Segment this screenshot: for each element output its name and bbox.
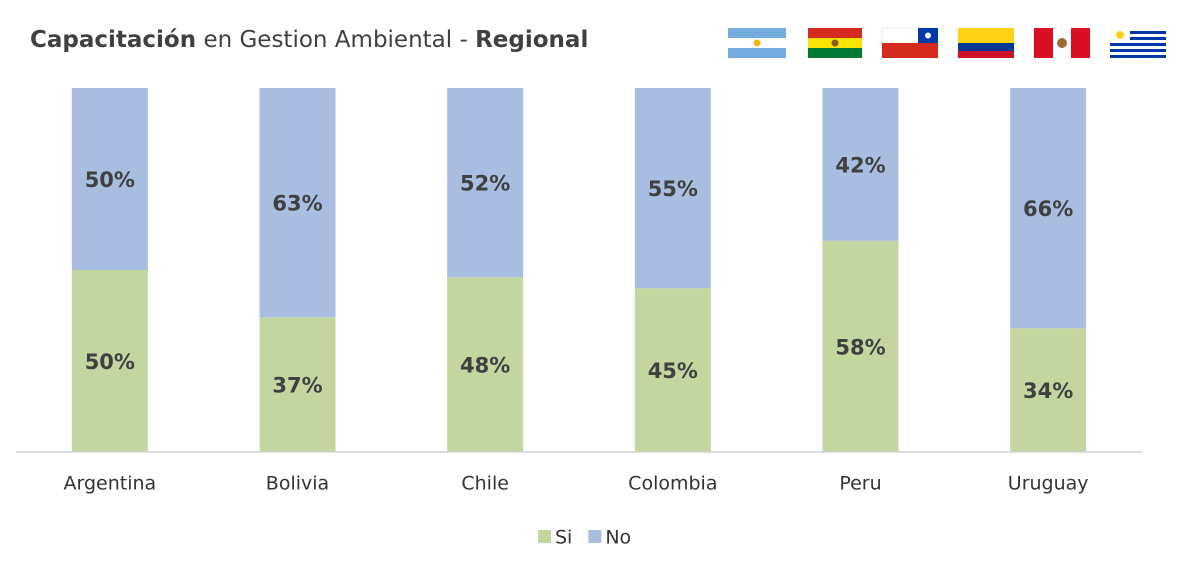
title-part: en Gestion Ambiental - [203, 27, 467, 53]
data-label: 52% [460, 172, 510, 196]
bar-segment [822, 88, 899, 241]
data-label: 34% [1023, 379, 1073, 403]
title-part: Capacitación [30, 27, 196, 53]
bar-segment [71, 270, 148, 452]
flags [728, 27, 1166, 58]
x-tick-label: Colombia [628, 473, 717, 495]
flag-colombia [958, 28, 1014, 58]
x-tick-label: Bolivia [266, 473, 329, 495]
bar-segment [259, 317, 336, 452]
flag-bolivia [808, 28, 862, 58]
data-label: 58% [835, 335, 885, 359]
title-part: Regional [475, 27, 588, 53]
bar-segment [447, 277, 524, 452]
flag-peru [1034, 28, 1090, 58]
chart-title: Capacitación en Gestion Ambiental - Regi… [30, 27, 588, 53]
data-label: 45% [648, 359, 698, 383]
data-label: 63% [272, 192, 322, 216]
data-label: 66% [1023, 197, 1073, 221]
data-label: 48% [460, 354, 510, 378]
legend-swatch [538, 530, 551, 543]
data-label: 50% [85, 168, 135, 192]
data-label: 55% [648, 177, 698, 201]
legend-label: No [605, 527, 631, 549]
data-label: 37% [272, 374, 322, 398]
x-tick-label: Uruguay [1008, 473, 1089, 495]
legend-label: Si [555, 527, 572, 549]
flag-chile [881, 27, 939, 58]
flag-argentina [728, 28, 786, 58]
legend-swatch [588, 530, 602, 543]
bar-segment [1010, 88, 1087, 329]
bar-segment [71, 88, 148, 270]
bar-segment [259, 88, 336, 318]
data-label: 42% [835, 153, 885, 177]
x-tick-label: Peru [839, 473, 881, 495]
x-tick-label: Chile [461, 473, 509, 495]
x-tick-label: Argentina [63, 473, 156, 495]
bar-segment [634, 88, 711, 289]
bar-segment [634, 288, 711, 452]
bar-segment [1010, 328, 1087, 452]
data-label: 50% [85, 350, 135, 374]
bar-segment [447, 88, 524, 278]
bar-segment [822, 240, 899, 452]
flag-uruguay [1110, 28, 1166, 58]
